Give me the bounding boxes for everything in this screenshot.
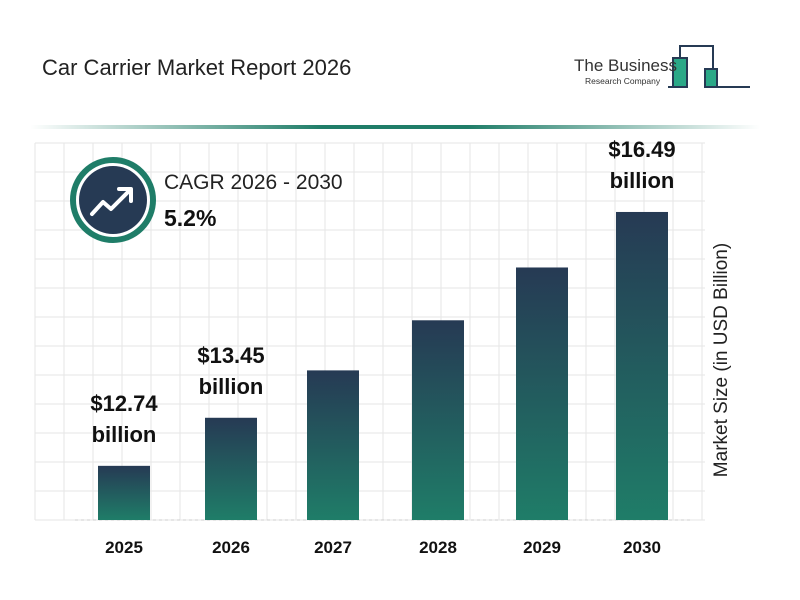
company-logo: The Business Research Company — [568, 36, 758, 96]
x-tick-label: 2029 — [523, 538, 561, 557]
cagr-label: CAGR 2026 - 2030 — [164, 171, 343, 194]
logo-buildings-icon — [668, 45, 750, 88]
cagr-icon-badge — [70, 157, 156, 243]
data-label-unit: billion — [610, 168, 675, 193]
x-tick-label: 2030 — [623, 538, 661, 557]
y-axis-label: Market Size (in USD Billion) — [711, 242, 732, 478]
trending-up-icon — [90, 187, 133, 216]
x-tick-label: 2027 — [314, 538, 352, 557]
x-tick-label: 2025 — [105, 538, 143, 557]
bar-2029 — [516, 267, 568, 520]
bar-2026 — [205, 417, 257, 520]
data-label-value: $16.49 — [608, 137, 675, 162]
data-label-value: $12.74 — [90, 391, 158, 416]
data-label-value: $13.45 — [197, 343, 264, 368]
logo-text-line1: The Business — [574, 56, 677, 75]
bar-2027 — [307, 370, 359, 520]
logo-text-line2: Research Company — [585, 76, 661, 86]
cagr-value: 5.2% — [164, 205, 217, 231]
data-label-unit: billion — [92, 422, 157, 447]
header-divider — [30, 125, 760, 129]
bar-2028 — [412, 320, 464, 520]
bar-2030 — [616, 211, 668, 520]
x-tick-label: 2028 — [419, 538, 457, 557]
data-label-unit: billion — [199, 374, 264, 399]
x-tick-label: 2026 — [212, 538, 250, 557]
bar-2025 — [98, 465, 150, 520]
page-title: Car Carrier Market Report 2026 — [42, 55, 352, 80]
